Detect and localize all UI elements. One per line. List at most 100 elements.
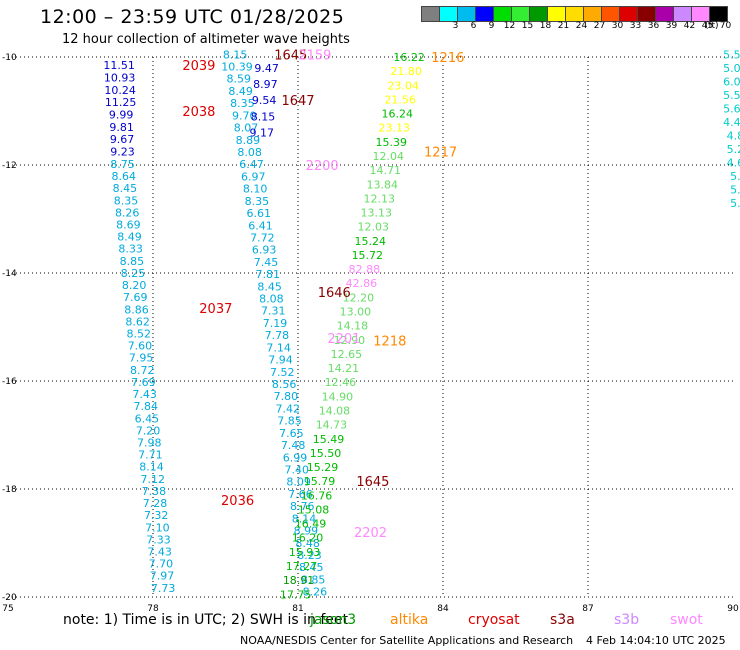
wave-height-label: 13.13 [361, 207, 393, 220]
lon-tick-label: 90 [727, 604, 739, 614]
wave-height-label: 8.33 [118, 243, 143, 256]
wave-height-label: 9.17 [250, 127, 275, 140]
wave-height-label: 14.90 [322, 390, 354, 403]
wave-height-label: 16.24 [381, 108, 413, 121]
wave-height-label: 5.60 [723, 102, 740, 115]
wave-height-label: 8.76 [290, 500, 315, 513]
wave-height-label: 8.35 [230, 97, 255, 110]
wave-height-label: 23.04 [387, 79, 419, 92]
wave-height-label: 7.94 [268, 354, 293, 367]
wave-height-label: 9.99 [109, 108, 134, 121]
color-scale-label: 39 [665, 21, 678, 31]
wave-height-label: 17.27 [286, 560, 318, 573]
pass-time-label: 1218 [373, 335, 406, 350]
lat-tick-label: -12 [2, 161, 17, 171]
wave-height-label: 7.98 [137, 436, 162, 449]
wave-height-label: 11.25 [105, 96, 137, 109]
wave-height-label: 5. [730, 183, 740, 196]
wave-height-label: 5.2 [727, 143, 740, 156]
pass-time-label: 1645 [356, 475, 389, 490]
wave-height-label: 18.91 [283, 574, 315, 587]
wave-height-label: 8.64 [111, 170, 136, 183]
pass-time-label: 2202 [354, 526, 387, 541]
wave-height-label: 8.89 [236, 134, 261, 147]
wave-height-label: 82.88 [349, 263, 381, 276]
lat-tick-label: -10 [2, 53, 17, 63]
wave-height-label: 8.08 [237, 146, 262, 159]
wave-height-label: 23.13 [378, 122, 410, 135]
wave-height-label: 6.47 [239, 158, 264, 171]
wave-height-label: 21.56 [384, 93, 416, 106]
wave-height-label: 15.29 [307, 461, 339, 474]
wave-height-label: 15.39 [375, 136, 407, 149]
wave-height-label: 8.14 [139, 461, 164, 474]
wave-height-label: 9.67 [110, 133, 135, 146]
wave-height-label: 7.73 [151, 582, 176, 595]
wave-height-label: 6.93 [252, 244, 277, 257]
lat-tick-label: -18 [2, 485, 17, 495]
wave-height-label: 12.46 [325, 376, 357, 389]
color-scale-legend: 3 6 9 12 15 18 21 24 27 30 33 36 39 42 45 70 [421, 6, 731, 32]
wave-height-label: 9.81 [109, 121, 134, 134]
wave-height-label: 16.22 [393, 51, 425, 64]
wave-height-label: 7.45 [254, 256, 279, 269]
wave-height-label: 7.40 [285, 463, 310, 476]
wave-height-label: 12.20 [343, 291, 375, 304]
wave-height-label: 7.78 [265, 329, 290, 342]
wave-height-label: 7.71 [138, 449, 163, 462]
wave-height-label: 12.65 [331, 348, 363, 361]
wave-height-label: 4.8 [727, 129, 740, 142]
wave-height-label: 7.60 [128, 340, 153, 353]
wave-height-label: 8.59 [227, 73, 252, 86]
footer-note: note: 1) Time is in UTC; 2) SWH is in fe… [63, 612, 349, 628]
wave-height-label: 15.93 [289, 546, 321, 559]
page-subtitle: 12 hour collection of altimeter wave hei… [62, 32, 350, 47]
wave-height-label: 7.85 [277, 415, 302, 428]
pass-time-label: 2159 [298, 48, 331, 63]
wave-height-label: 7.19 [263, 317, 288, 330]
wave-height-label: 5. [730, 197, 740, 210]
wave-height-label: 7.28 [143, 497, 168, 510]
wave-height-label: 9.70 [232, 109, 257, 122]
wave-height-label: 8.75 [110, 158, 135, 171]
wave-height-label: 6.61 [246, 207, 271, 220]
wave-height-label: 15.49 [313, 433, 345, 446]
wave-height-label: 6.41 [248, 219, 273, 232]
wave-height-label: 8.48 [295, 537, 320, 550]
pass-time-label: 1217 [424, 146, 457, 161]
wave-height-label: 7.81 [256, 268, 281, 281]
wave-height-label: 7.43 [132, 388, 157, 401]
wave-height-label: 4.6 [727, 156, 740, 169]
wave-height-label: 8.45 [257, 280, 282, 293]
color-scale-label: 42 [683, 21, 696, 31]
wave-height-label: 7.97 [150, 570, 175, 583]
wave-height-label: 6.45 [135, 412, 160, 425]
lat-tick-label: -16 [2, 377, 17, 387]
wave-height-label: 9.47 [254, 62, 279, 75]
wave-height-label: 7.33 [146, 533, 171, 546]
wave-height-label: 7.80 [274, 390, 299, 403]
wave-height-label: 14.73 [316, 419, 348, 432]
lon-tick-label: 78 [147, 604, 159, 614]
wave-height-label: 7.65 [279, 427, 304, 440]
wave-height-label: 9.23 [110, 146, 135, 159]
mission-label-cryosat: cryosat [468, 612, 520, 628]
wave-height-label: 8.15 [251, 110, 276, 123]
pass-time-label: 1216 [431, 51, 464, 66]
pass-time-label: 2039 [182, 59, 215, 74]
wave-height-label: 14.08 [319, 404, 351, 417]
wave-height-label: 7.69 [131, 376, 156, 389]
wave-height-label: 7.66 [288, 488, 313, 501]
pass-time-label: 2036 [221, 494, 254, 509]
wave-height-label: 12.90 [334, 334, 366, 347]
wave-height-label: 8.62 [125, 315, 150, 328]
wave-height-label: 8.99 [294, 525, 319, 538]
wave-height-label: 8.07 [234, 122, 259, 135]
generated-timestamp: 4 Feb 14:04:10 UTC 2025 [586, 634, 726, 647]
wave-height-label: 15.08 [298, 503, 330, 516]
wave-height-label: 8.49 [117, 231, 142, 244]
wave-height-label: 8.52 [127, 327, 152, 340]
wave-height-label: 12.04 [372, 150, 404, 163]
lat-tick-label: -14 [2, 269, 17, 279]
